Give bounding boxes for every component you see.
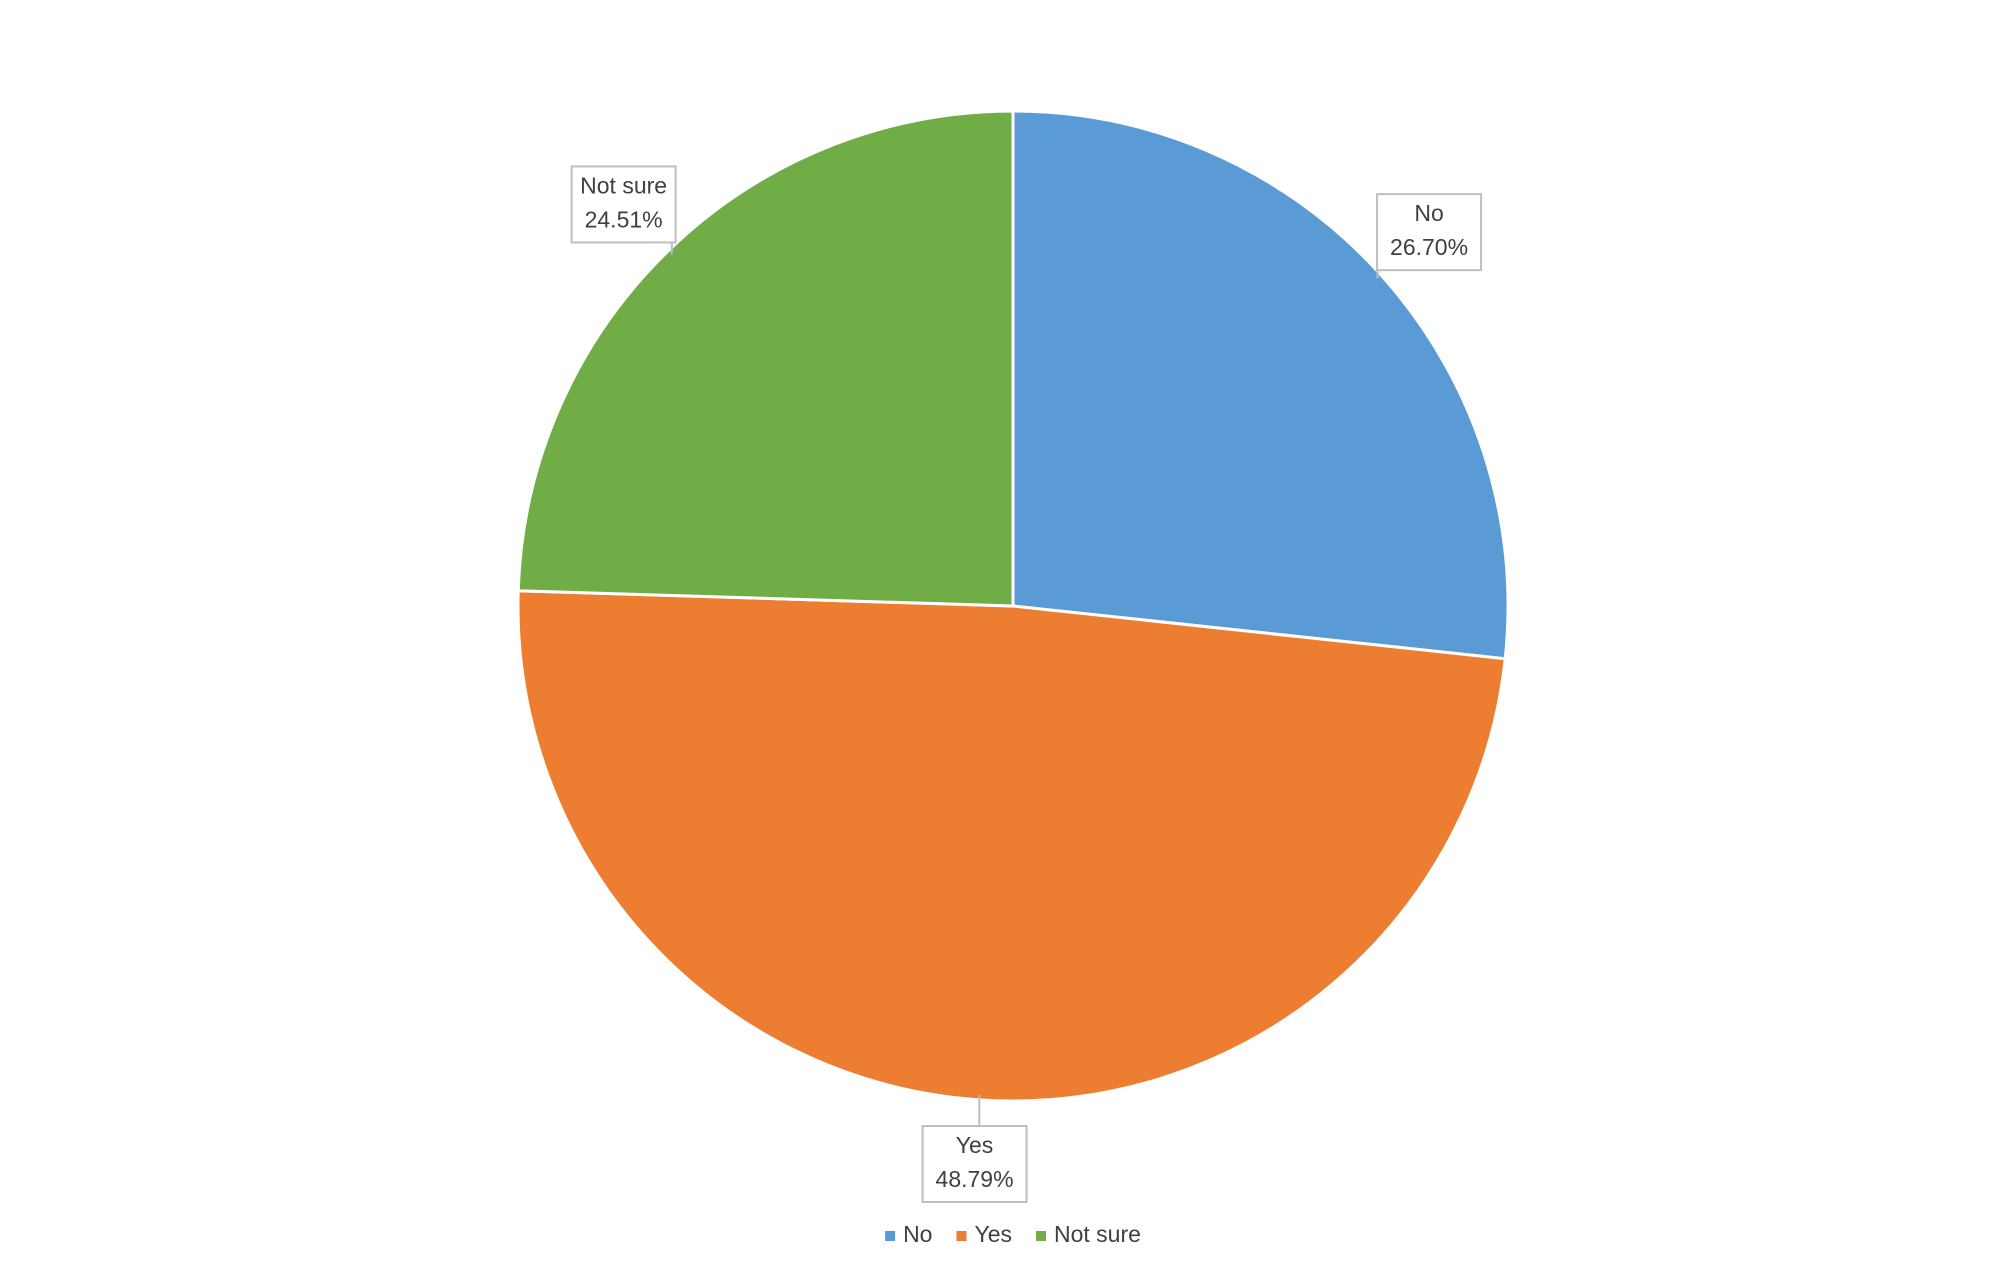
pie-slice bbox=[516, 109, 1015, 608]
label-box bbox=[1376, 193, 1483, 272]
pie-slice bbox=[1011, 109, 1510, 661]
legend-label: No bbox=[903, 1221, 932, 1247]
legend-swatch bbox=[885, 1231, 896, 1241]
data-label-category: Not sure bbox=[580, 173, 667, 199]
data-label-value: 24.51% bbox=[585, 207, 663, 233]
data-label-category: Yes bbox=[956, 1132, 994, 1158]
legend-swatch bbox=[1036, 1231, 1046, 1241]
legend-label: Not sure bbox=[1054, 1221, 1141, 1247]
label-box bbox=[570, 165, 677, 244]
legend-label: Yes bbox=[974, 1221, 1012, 1247]
data-label-value: 26.70% bbox=[1390, 234, 1468, 260]
label-box bbox=[921, 1125, 1028, 1204]
data-label-category: No bbox=[1414, 200, 1443, 226]
data-label-value: 48.79% bbox=[936, 1166, 1014, 1192]
legend-swatch bbox=[956, 1231, 967, 1241]
